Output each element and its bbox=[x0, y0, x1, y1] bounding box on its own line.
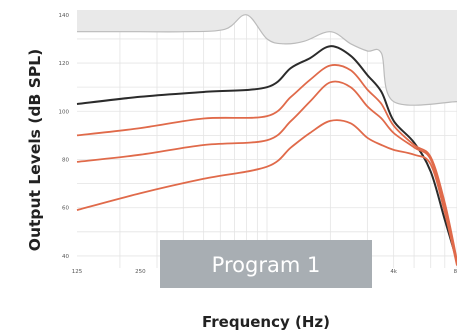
y-tick-label: 120 bbox=[59, 61, 70, 67]
y-tick-label: 140 bbox=[59, 13, 70, 19]
y-tick-label: 80 bbox=[62, 157, 69, 163]
program-annotation-label: Program 1 bbox=[212, 253, 321, 277]
x-tick-label: 250 bbox=[135, 269, 146, 275]
y-tick-label: 40 bbox=[62, 254, 69, 260]
y-tick-label: 100 bbox=[59, 109, 70, 115]
max-limit-line bbox=[77, 14, 457, 106]
x-tick-label: 8k bbox=[454, 269, 457, 275]
output-level-line bbox=[76, 80, 457, 264]
data-series bbox=[76, 10, 457, 266]
max-limit-area bbox=[77, 10, 457, 106]
y-tick-label: 60 bbox=[62, 206, 69, 212]
y-axis-label: Output Levels (dB SPL) bbox=[26, 49, 44, 251]
x-tick-label: 125 bbox=[72, 269, 83, 275]
output-level-line bbox=[76, 64, 457, 261]
output-level-line bbox=[76, 119, 457, 266]
program-annotation-box bbox=[160, 240, 372, 288]
x-axis-label: Frequency (Hz) bbox=[202, 313, 330, 331]
x-tick-label: 4k bbox=[390, 269, 397, 275]
program-annotation: Program 1 bbox=[160, 240, 372, 288]
mpo-line bbox=[76, 45, 457, 262]
